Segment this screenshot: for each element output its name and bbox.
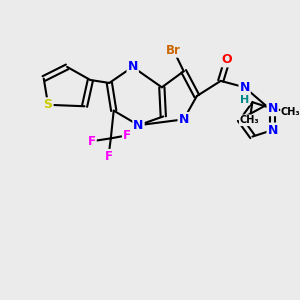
Text: CH₃: CH₃ [240, 115, 260, 125]
Text: Br: Br [166, 44, 181, 57]
Text: S: S [44, 98, 52, 111]
Text: N: N [128, 60, 138, 74]
Text: O: O [222, 53, 232, 66]
Text: H: H [240, 94, 249, 105]
Text: CH₃: CH₃ [281, 107, 300, 117]
Text: F: F [88, 135, 96, 148]
Text: F: F [104, 150, 112, 163]
Text: N: N [268, 102, 278, 115]
Text: N: N [268, 124, 278, 136]
Text: F: F [123, 129, 131, 142]
Text: N: N [178, 113, 189, 126]
Text: N: N [133, 119, 144, 132]
Text: N: N [239, 81, 250, 94]
